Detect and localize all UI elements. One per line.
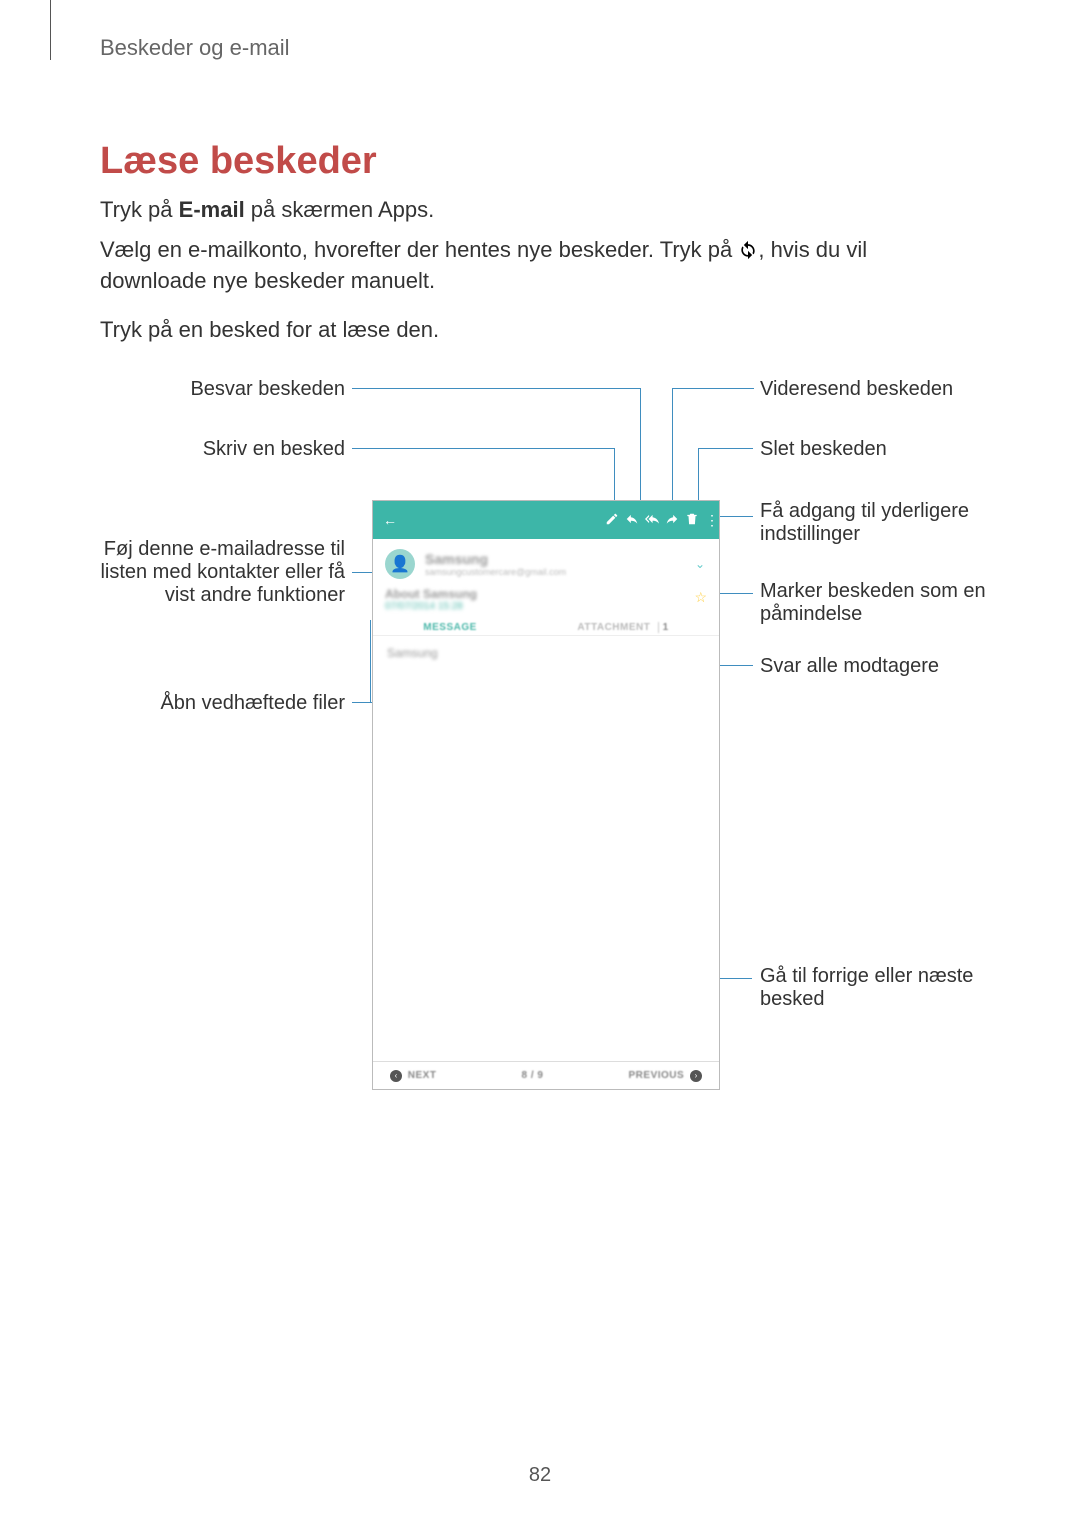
- sender-name: Samsung: [425, 551, 566, 567]
- star-icon[interactable]: ☆: [694, 589, 707, 606]
- tab-attachment[interactable]: ATTACHMENT 1: [577, 622, 668, 633]
- callout-forward: Videresend beskeden: [760, 378, 1020, 401]
- subject-text: About Samsung: [385, 587, 477, 601]
- bold-text: E-mail: [179, 197, 245, 222]
- replyall-icon[interactable]: [639, 512, 659, 529]
- paragraph-3: Tryk på en besked for at læse den.: [100, 315, 439, 346]
- chevron-down-icon[interactable]: ⌄: [695, 557, 705, 571]
- callout-nav: Gå til forrige eller næste besked: [760, 965, 1020, 1011]
- callout-reply: Besvar beskeden: [100, 378, 345, 401]
- arrow-left-icon: ‹: [390, 1070, 402, 1082]
- phone-bottom-nav: ‹ NEXT 8 / 9 PREVIOUS ›: [373, 1061, 719, 1089]
- callout-reminder: Marker beskeden som en påmindelse: [760, 580, 1020, 626]
- leader: [640, 388, 641, 508]
- text: Vælg en e-mailkonto, hvorefter der hente…: [100, 237, 738, 262]
- leader: [672, 388, 673, 508]
- tab-message[interactable]: MESSAGE: [423, 622, 477, 633]
- callout-delete: Slet beskeden: [760, 438, 1020, 461]
- page-counter: 8 / 9: [522, 1070, 544, 1081]
- message-body: Samsung: [373, 636, 719, 670]
- leader: [718, 516, 753, 517]
- leader: [352, 448, 614, 449]
- page-title: Læse beskeder: [100, 140, 377, 183]
- callout-attachments: Åbn vedhæftede filer: [100, 692, 345, 715]
- leader: [352, 388, 640, 389]
- more-icon[interactable]: ⋮: [699, 512, 719, 529]
- paragraph-2: Vælg en e-mailkonto, hvorefter der hente…: [100, 235, 970, 297]
- text: Tryk på: [100, 197, 179, 222]
- forward-icon[interactable]: [659, 512, 679, 529]
- delete-icon[interactable]: [679, 512, 699, 529]
- callout-address: Føj denne e-mailadresse til listen med k…: [100, 538, 345, 607]
- next-button[interactable]: ‹ NEXT: [387, 1070, 436, 1082]
- callout-replyall: Svar alle modtagere: [760, 655, 1020, 678]
- breadcrumb: Beskeder og e-mail: [100, 35, 290, 61]
- text: på skærmen Apps.: [245, 197, 435, 222]
- paragraph-1: Tryk på E-mail på skærmen Apps.: [100, 195, 434, 226]
- prev-button[interactable]: PREVIOUS ›: [629, 1070, 705, 1082]
- leader: [698, 448, 753, 449]
- sender-row[interactable]: 👤 Samsung samsungcustomercare@gmail.com …: [373, 539, 719, 583]
- next-label: NEXT: [408, 1070, 437, 1081]
- reply-icon[interactable]: [619, 512, 639, 529]
- compose-icon[interactable]: [599, 512, 619, 529]
- tab-attachment-label: ATTACHMENT: [577, 622, 650, 633]
- tabs-row: MESSAGE ATTACHMENT 1: [373, 616, 719, 636]
- callout-compose: Skriv en besked: [100, 438, 345, 461]
- back-icon[interactable]: ←: [373, 512, 407, 528]
- leader: [352, 702, 372, 703]
- callout-more: Få adgang til yderligere indstillinger: [760, 500, 1020, 546]
- leader: [370, 620, 371, 702]
- phone-topbar: ← ⋮: [373, 501, 719, 539]
- sender-email: samsungcustomercare@gmail.com: [425, 567, 566, 577]
- avatar-icon: 👤: [385, 549, 415, 579]
- arrow-right-icon: ›: [690, 1070, 702, 1082]
- date-text: 07/07/2014 15:28: [385, 601, 477, 612]
- phone-mock: ← ⋮ 👤 Samsung samsungcustomercare@gmail.…: [372, 500, 720, 1090]
- margin-rule: [50, 0, 51, 60]
- leader: [718, 593, 753, 594]
- refresh-icon: [738, 238, 758, 258]
- leader: [672, 388, 754, 389]
- attachment-count: 1: [658, 622, 669, 633]
- prev-label: PREVIOUS: [629, 1070, 685, 1081]
- subject-row: About Samsung 07/07/2014 15:28 ☆: [373, 583, 719, 616]
- page-number: 82: [0, 1464, 1080, 1487]
